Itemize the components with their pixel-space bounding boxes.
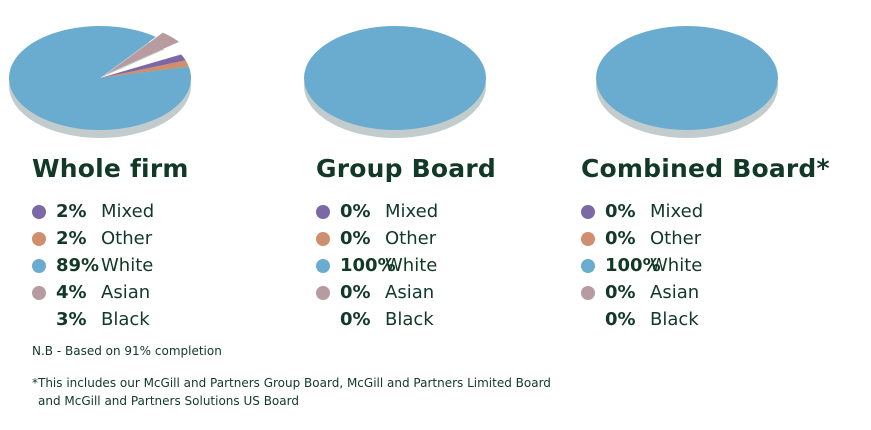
legend-value: 0%: [605, 228, 636, 249]
legend-item-black: 3% Black: [32, 306, 154, 333]
chart-title: Combined Board*: [581, 154, 830, 183]
pie-slice-mixed: [100, 54, 186, 78]
pie-slice-asian: [107, 32, 179, 74]
legend-item-other: 0% Other: [581, 225, 703, 252]
legend-swatch: [316, 258, 330, 273]
footnote-line-1: *This includes our McGill and Partners G…: [32, 376, 551, 390]
legend: 2% Mixed 2% Other 89% White 4% Asian 3% Black: [32, 198, 154, 333]
legend-value: 0%: [340, 201, 371, 222]
legend-label: Black: [650, 309, 699, 330]
legend-item-black: 0% Black: [581, 306, 703, 333]
legend-swatch: [32, 204, 46, 219]
legend-label: White: [101, 255, 154, 276]
legend-value: 0%: [340, 282, 371, 303]
legend-label: Mixed: [650, 201, 704, 222]
chart-title: Group Board: [316, 154, 496, 183]
legend-label: Other: [101, 228, 153, 249]
legend-item-mixed: 2% Mixed: [32, 198, 154, 225]
legend-item-white: 100% White: [316, 252, 438, 279]
legend-label: Other: [650, 228, 702, 249]
legend-item-white: 100% White: [581, 252, 703, 279]
legend-item-asian: 4% Asian: [32, 279, 154, 306]
legend-label: Asian: [101, 282, 151, 303]
legend-item-other: 0% Other: [316, 225, 438, 252]
pie-slice-white: [596, 26, 778, 130]
legend-swatch: [581, 231, 595, 246]
legend-label: Mixed: [101, 201, 155, 222]
pie-chart: [304, 26, 486, 138]
legend-swatch: [581, 258, 595, 273]
legend-label: White: [650, 255, 703, 276]
legend-item-mixed: 0% Mixed: [581, 198, 703, 225]
chart-group-board: Group Board 0% Mixed 0% Other 100% White 0% Asi…: [295, 0, 575, 340]
legend-value: 100%: [340, 255, 396, 276]
footnote-line-2: and McGill and Partners Solutions US Boa…: [38, 394, 299, 408]
legend-swatch: [581, 204, 595, 219]
legend-swatch: [316, 285, 330, 300]
pie-slice-other: [100, 60, 189, 78]
legend-label: White: [385, 255, 438, 276]
legend-item-mixed: 0% Mixed: [316, 198, 438, 225]
legend-item-white: 89% White: [32, 252, 154, 279]
legend-swatch: [316, 204, 330, 219]
legend-swatch: [32, 285, 46, 300]
legend-swatch: [581, 285, 595, 300]
pie-slice-black: [100, 46, 182, 78]
pie-slice-white: [8, 25, 191, 130]
pie-slice-white: [304, 26, 486, 130]
legend-value: 4%: [56, 282, 87, 303]
legend-value: 100%: [605, 255, 661, 276]
legend-value: 0%: [605, 201, 636, 222]
legend-value: 3%: [56, 309, 87, 330]
legend-value: 0%: [340, 228, 371, 249]
legend: 0% Mixed 0% Other 100% White 0% Asian 0% Black: [581, 198, 703, 333]
legend-item-other: 2% Other: [32, 225, 154, 252]
legend-label: Asian: [385, 282, 435, 303]
completion-note: N.B - Based on 91% completion: [32, 344, 222, 358]
legend-label: Black: [101, 309, 150, 330]
chart-combined-board: Combined Board* 0% Mixed 0% Other 100% White 0…: [581, 0, 869, 340]
legend-swatch: [316, 231, 330, 246]
footnote: *This includes our McGill and Partners G…: [32, 374, 551, 410]
legend-label: Asian: [650, 282, 700, 303]
pie-chart: [596, 26, 778, 138]
legend-label: Black: [385, 309, 434, 330]
legend-value: 0%: [605, 309, 636, 330]
legend-swatch: [32, 231, 46, 246]
chart-whole-firm: Whole firm 2% Mixed 2% Other 89% White 4% Asian…: [0, 0, 280, 340]
legend-value: 2%: [56, 228, 87, 249]
legend-label: Other: [385, 228, 437, 249]
legend-item-asian: 0% Asian: [316, 279, 438, 306]
legend: 0% Mixed 0% Other 100% White 0% Asian 0% Black: [316, 198, 438, 333]
legend-value: 2%: [56, 201, 87, 222]
legend-value: 0%: [605, 282, 636, 303]
pie-chart: [8, 25, 191, 138]
legend-item-asian: 0% Asian: [581, 279, 703, 306]
legend-label: Mixed: [385, 201, 439, 222]
legend-item-black: 0% Black: [316, 306, 438, 333]
legend-value: 0%: [340, 309, 371, 330]
legend-value: 89%: [56, 255, 100, 276]
legend-swatch: [32, 258, 46, 273]
chart-title: Whole firm: [32, 154, 189, 183]
